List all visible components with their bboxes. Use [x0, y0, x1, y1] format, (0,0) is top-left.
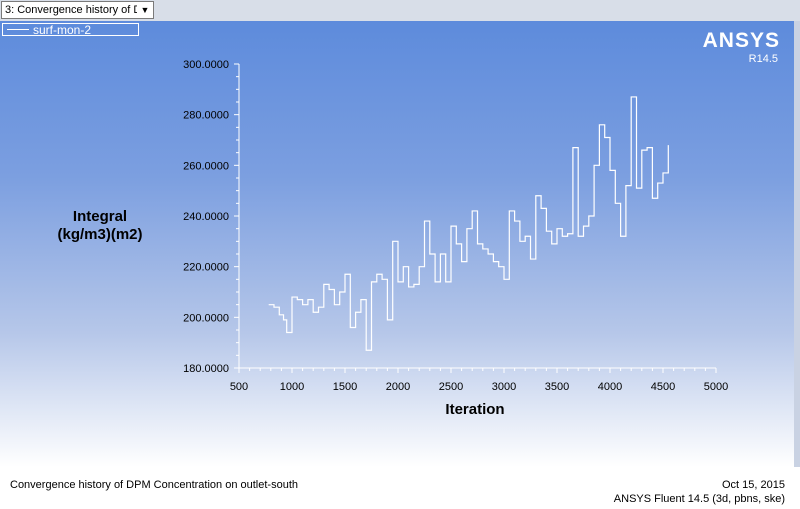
x-tick-label: 3000 — [492, 381, 516, 393]
series-line-surf-mon-2 — [268, 96, 669, 351]
y-tick-label: 180.0000 — [183, 363, 229, 375]
plot-selector-label: 3: Convergence history of DP — [5, 4, 137, 16]
status-footer: Convergence history of DPM Concentration… — [0, 467, 800, 509]
dropdown-arrow-icon[interactable]: ▼ — [140, 5, 150, 15]
x-tick-label: 1500 — [333, 381, 357, 393]
plot-area — [0, 21, 800, 467]
y-tick-label: 300.0000 — [183, 59, 229, 71]
vertical-scrollbar[interactable] — [794, 21, 800, 467]
legend-label: surf-mon-2 — [33, 23, 92, 37]
x-tick-label: 2000 — [386, 381, 410, 393]
plot-caption: Convergence history of DPM Concentration… — [10, 479, 298, 491]
y-tick-label: 240.0000 — [183, 211, 229, 223]
software-version: ANSYS Fluent 14.5 (3d, pbns, ske) — [613, 493, 785, 505]
y-axis-label: Integral (kg/m3)(m2) — [30, 208, 170, 244]
brand-version: R14.5 — [748, 53, 778, 65]
x-tick-label: 3500 — [545, 381, 569, 393]
y-tick-label: 200.0000 — [183, 312, 229, 324]
x-tick-label: 500 — [230, 381, 248, 393]
plot-selector-dropdown[interactable]: 3: Convergence history of DP ▼ — [1, 1, 154, 19]
y-tick-label: 280.0000 — [183, 110, 229, 122]
x-tick-label: 1000 — [280, 381, 304, 393]
x-tick-label: 2500 — [439, 381, 463, 393]
legend: surf-mon-2 — [2, 23, 139, 36]
y-tick-label: 220.0000 — [183, 262, 229, 274]
convergence-chart: 180.0000 200.0000 220.0000 240.0000 260.0000… — [183, 59, 728, 393]
brand-logo: ANSYS — [702, 29, 780, 52]
y-tick-label: 260.0000 — [183, 160, 229, 172]
x-tick-label: 5000 — [704, 381, 728, 393]
x-tick-label: 4500 — [651, 381, 675, 393]
x-axis-label: Iteration — [445, 401, 505, 418]
x-tick-label: 4000 — [598, 381, 622, 393]
plot-toolbar: 3: Convergence history of DP ▼ — [0, 0, 800, 21]
y-axis-label-text: Integral (kg/m3)(m2) — [57, 208, 143, 243]
plot-date: Oct 15, 2015 — [722, 479, 785, 491]
legend-line-swatch — [7, 29, 29, 30]
